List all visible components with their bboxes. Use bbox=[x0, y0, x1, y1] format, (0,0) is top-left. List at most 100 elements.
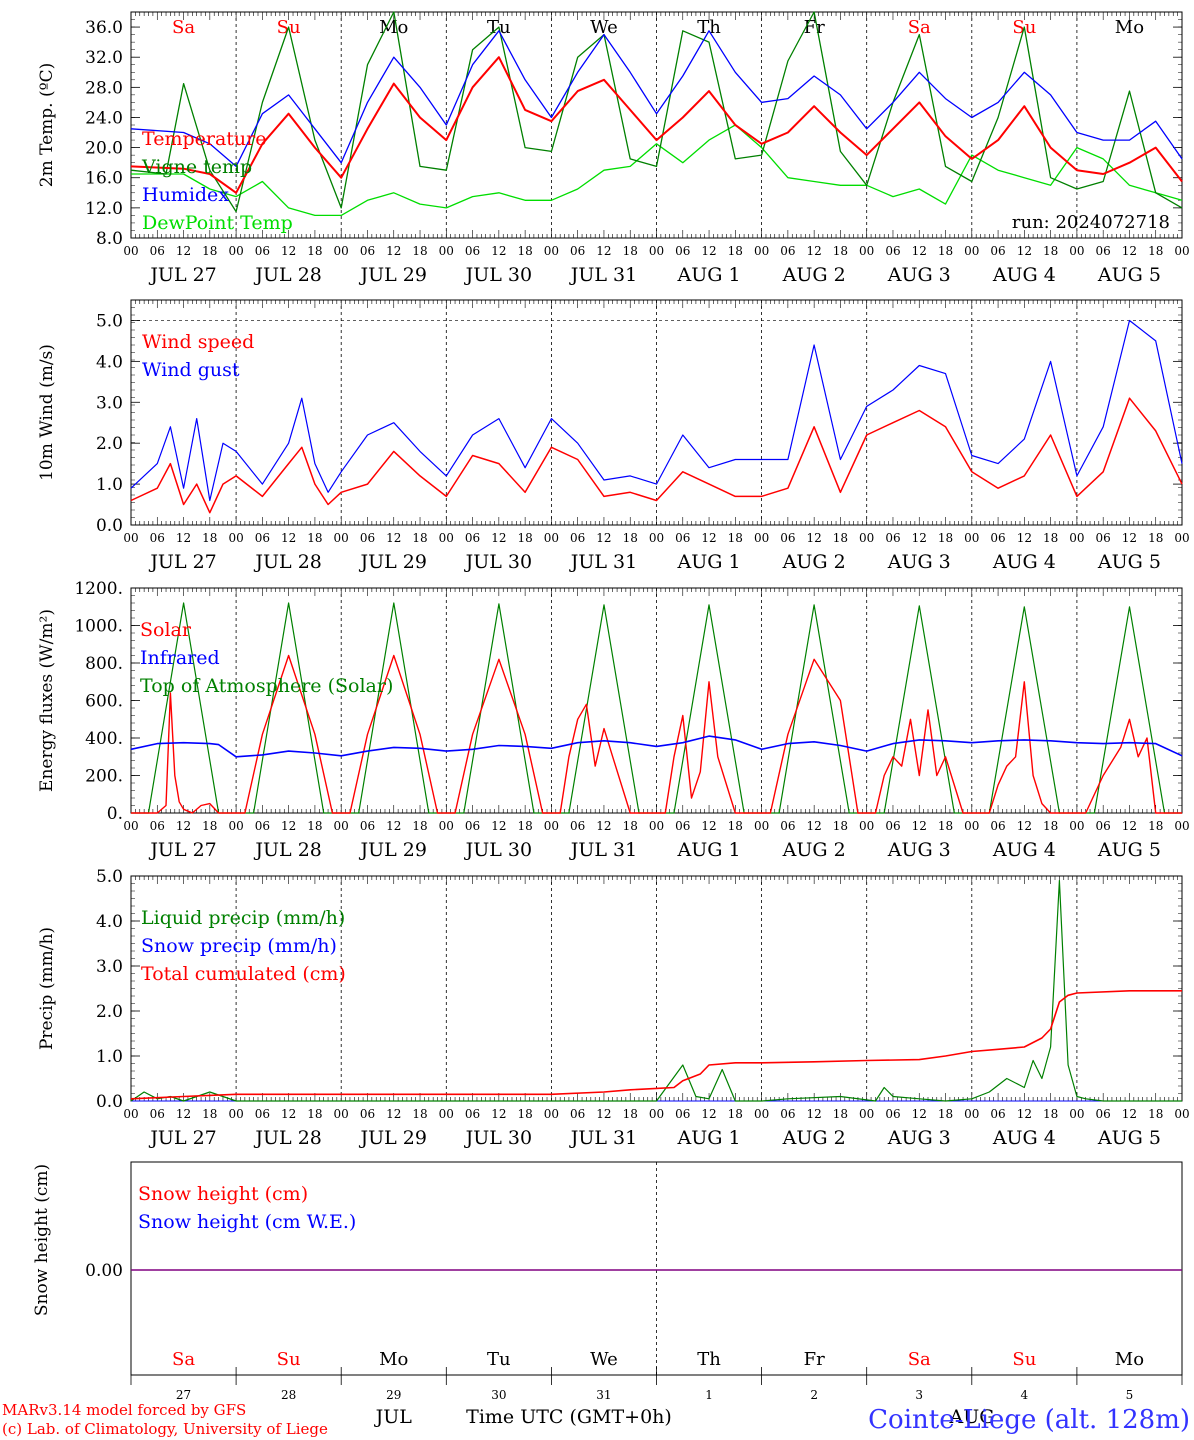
date-label: JUL 29 bbox=[359, 551, 427, 573]
hour-label: 00 bbox=[334, 531, 349, 545]
hour-label: 18 bbox=[202, 531, 217, 545]
hour-label: 12 bbox=[176, 1107, 191, 1121]
hour-label: 00 bbox=[1069, 819, 1084, 833]
panel-frame bbox=[130, 587, 1183, 814]
weekday-label: Mo bbox=[1115, 1349, 1144, 1370]
hour-label: 18 bbox=[833, 244, 848, 258]
y-tick-label: 16.0 bbox=[85, 169, 123, 189]
hour-label: 18 bbox=[1148, 531, 1163, 545]
hour-label: 06 bbox=[990, 244, 1005, 258]
hour-label: 12 bbox=[491, 819, 506, 833]
hour-label: 18 bbox=[1043, 531, 1058, 545]
date-label: AUG 2 bbox=[782, 839, 846, 861]
hour-label: 12 bbox=[701, 531, 716, 545]
hour-label: 18 bbox=[517, 1107, 532, 1121]
hour-label: 18 bbox=[623, 531, 638, 545]
solar-line bbox=[131, 654, 1182, 814]
date-label: JUL 30 bbox=[464, 551, 532, 573]
hour-label: 06 bbox=[675, 819, 690, 833]
y-tick-label: 12.0 bbox=[85, 199, 123, 219]
legend-humidex: Humidex bbox=[142, 184, 229, 206]
y-tick-label: 1200. bbox=[74, 579, 123, 599]
weekday-label: Fr bbox=[804, 17, 825, 38]
hour-label: 00 bbox=[123, 244, 138, 258]
hour-label: 00 bbox=[1069, 1107, 1084, 1121]
hour-label: 00 bbox=[334, 244, 349, 258]
legend-total-cumulated: Total cumulated (cm) bbox=[141, 963, 346, 985]
y-tick-label: 0.0 bbox=[96, 1092, 123, 1112]
y-tick-label: 1.0 bbox=[96, 475, 123, 495]
weekday-label: Sa bbox=[172, 17, 195, 38]
hour-label: 00 bbox=[859, 244, 874, 258]
hour-label: 06 bbox=[780, 1107, 795, 1121]
hour-label: 12 bbox=[701, 1107, 716, 1121]
y-axis-label: Precip (mm/h) bbox=[37, 927, 57, 1050]
date-label: AUG 3 bbox=[887, 551, 951, 573]
hour-label: 18 bbox=[517, 819, 532, 833]
weekday-label: Mo bbox=[379, 1349, 408, 1370]
weekday-label: Fr bbox=[804, 1349, 825, 1370]
legend-toa-solar: Top of Atmosphere (Solar) bbox=[140, 675, 393, 697]
hour-label: 12 bbox=[1017, 1107, 1032, 1121]
hour-label: 06 bbox=[465, 244, 480, 258]
hour-label: 06 bbox=[885, 1107, 900, 1121]
hour-label: 12 bbox=[1017, 244, 1032, 258]
hour-label: 18 bbox=[412, 244, 427, 258]
hour-label: 00 bbox=[439, 1107, 454, 1121]
legend-snow-height: Snow height (cm) bbox=[138, 1183, 308, 1205]
date-label: JUL 28 bbox=[253, 264, 321, 286]
y-tick-label: 3.0 bbox=[96, 393, 123, 413]
hour-label: 06 bbox=[1096, 1107, 1111, 1121]
hour-label: 00 bbox=[544, 1107, 559, 1121]
hour-label: 00 bbox=[334, 819, 349, 833]
date-label: AUG 3 bbox=[887, 264, 951, 286]
hour-label: 06 bbox=[675, 244, 690, 258]
infrared-line bbox=[130, 735, 1183, 758]
hour-label: 00 bbox=[228, 819, 243, 833]
date-label: JUL 28 bbox=[253, 839, 321, 861]
y-tick-label: 3.0 bbox=[96, 957, 123, 977]
panel-5: 0.00 Snow height (cm) Snow height (cm) Snow… bbox=[32, 1161, 1183, 1402]
hour-label: 00 bbox=[544, 244, 559, 258]
hour-label: 12 bbox=[701, 819, 716, 833]
hour-label: 00 bbox=[439, 244, 454, 258]
hour-label: 00 bbox=[649, 244, 664, 258]
hour-label: 18 bbox=[202, 819, 217, 833]
date-label: AUG 2 bbox=[782, 1127, 846, 1149]
hour-label: 06 bbox=[465, 819, 480, 833]
liquid-precip-line bbox=[130, 879, 1182, 1102]
legend-solar: Solar bbox=[140, 619, 192, 641]
hour-label: 18 bbox=[938, 819, 953, 833]
hour-label: 12 bbox=[491, 531, 506, 545]
hour-label: 12 bbox=[491, 244, 506, 258]
y-tick-label: 28.0 bbox=[85, 78, 123, 98]
hour-label: 06 bbox=[570, 1107, 585, 1121]
hour-label: 12 bbox=[807, 531, 822, 545]
date-label: AUG 4 bbox=[992, 839, 1056, 861]
dewpoint-line bbox=[131, 124, 1183, 217]
hour-label: 06 bbox=[150, 1107, 165, 1121]
hour-label: 18 bbox=[938, 1107, 953, 1121]
hour-label: 00 bbox=[334, 1107, 349, 1121]
hour-label: 18 bbox=[517, 531, 532, 545]
y-tick-label: 1000. bbox=[74, 617, 123, 637]
hour-label: 06 bbox=[1096, 819, 1111, 833]
y-tick-label: 400. bbox=[85, 729, 123, 749]
month-label-aug: AUG bbox=[949, 1406, 995, 1428]
date-label: AUG 2 bbox=[782, 264, 846, 286]
hour-label: 00 bbox=[1069, 244, 1084, 258]
hour-label: 06 bbox=[255, 1107, 270, 1121]
hour-label: 00 bbox=[649, 1107, 664, 1121]
panel-frame bbox=[130, 299, 1183, 526]
hour-label: 12 bbox=[807, 244, 822, 258]
hour-label: 06 bbox=[1096, 244, 1111, 258]
hour-label: 00 bbox=[859, 531, 874, 545]
day-number: 29 bbox=[386, 1388, 401, 1402]
hour-label: 00 bbox=[1174, 244, 1189, 258]
temperature-line bbox=[130, 56, 1183, 194]
hour-label: 12 bbox=[912, 1107, 927, 1121]
time-axis-label: Time UTC (GMT+0h) bbox=[466, 1406, 672, 1428]
hour-label: 18 bbox=[1043, 819, 1058, 833]
hour-label: 06 bbox=[990, 531, 1005, 545]
month-label-jul: JUL bbox=[374, 1406, 413, 1428]
